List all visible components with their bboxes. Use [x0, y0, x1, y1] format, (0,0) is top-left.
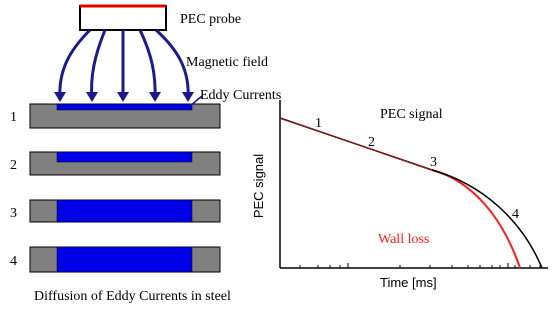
field-label: Magnetic field — [186, 55, 268, 70]
plate-label: 3 — [10, 206, 17, 221]
wall-loss-label: Wall loss — [378, 232, 429, 247]
diagram: PEC probe Magnetic field Eddy Currents 1… — [0, 0, 552, 309]
point-label: 4 — [512, 207, 519, 222]
probe-label: PEC probe — [180, 12, 241, 27]
point-label: 3 — [430, 155, 437, 170]
y-label: PEC signal — [251, 154, 266, 218]
caption: Diffusion of Eddy Currents in steel — [34, 289, 231, 304]
shared-curve — [280, 118, 432, 170]
arrow-heads — [54, 92, 194, 102]
x-label: Time [ms] — [380, 275, 437, 290]
plate-label: 2 — [10, 158, 17, 173]
wall-loss-curve — [432, 170, 520, 268]
eddy-layer — [57, 152, 192, 162]
graph-title: PEC signal — [380, 107, 443, 122]
eddy-label: Eddy Currents — [200, 88, 281, 103]
plate-label: 1 — [10, 110, 17, 125]
eddy-layer — [57, 247, 192, 272]
eddy-layer — [57, 104, 192, 110]
eddy-layer — [57, 200, 192, 222]
probe — [80, 6, 166, 30]
field-lines — [60, 30, 188, 100]
point-label: 1 — [315, 116, 322, 131]
point-label: 2 — [368, 135, 375, 150]
plate-label: 4 — [10, 254, 17, 269]
